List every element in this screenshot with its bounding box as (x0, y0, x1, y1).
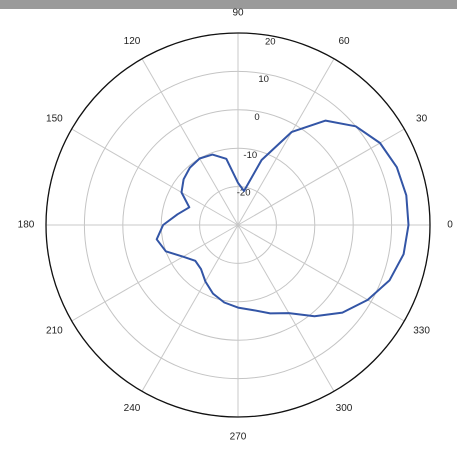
series-line-0 (155, 119, 410, 318)
window-top-bar (0, 0, 457, 9)
angular-tick-label: 0 (447, 220, 453, 231)
angular-tick-label: 330 (413, 326, 430, 337)
radial-tick-label: -20 (237, 188, 251, 199)
radial-tick-label: 0 (254, 112, 259, 123)
angular-tick-label: 240 (124, 403, 141, 414)
angular-spoke-11 (237, 224, 405, 322)
angular-tick-label: 150 (46, 114, 63, 125)
polar-grid (45, 32, 431, 418)
radial-tick-label: 10 (258, 74, 269, 85)
outer-ring (45, 32, 431, 418)
angular-spoke-7 (71, 224, 239, 322)
angular-spoke-2 (237, 58, 335, 226)
radial-tick-label: -10 (243, 150, 257, 161)
angular-tick-labels: 0 30 60 90 120 150 180 210 240 270 300 330 (18, 8, 454, 443)
angular-tick-label: 300 (336, 403, 353, 414)
angular-spoke-8 (141, 224, 239, 392)
angular-tick-label: 210 (46, 326, 63, 337)
radial-tick-labels: -20 -10 0 10 20 (237, 36, 276, 198)
angular-tick-label: 180 (18, 220, 35, 231)
angular-tick-label: 30 (416, 114, 428, 125)
series-layer (155, 119, 410, 318)
angular-tick-label: 270 (230, 432, 247, 443)
angular-spoke-10 (237, 224, 335, 392)
angular-spoke-5 (71, 128, 239, 226)
angular-tick-label: 120 (124, 36, 141, 47)
radial-tick-label: 20 (265, 36, 276, 47)
angular-tick-label: 60 (338, 36, 350, 47)
angular-spoke-4 (141, 58, 239, 226)
angular-spoke-1 (237, 128, 405, 226)
angular-tick-label: 90 (232, 8, 244, 19)
